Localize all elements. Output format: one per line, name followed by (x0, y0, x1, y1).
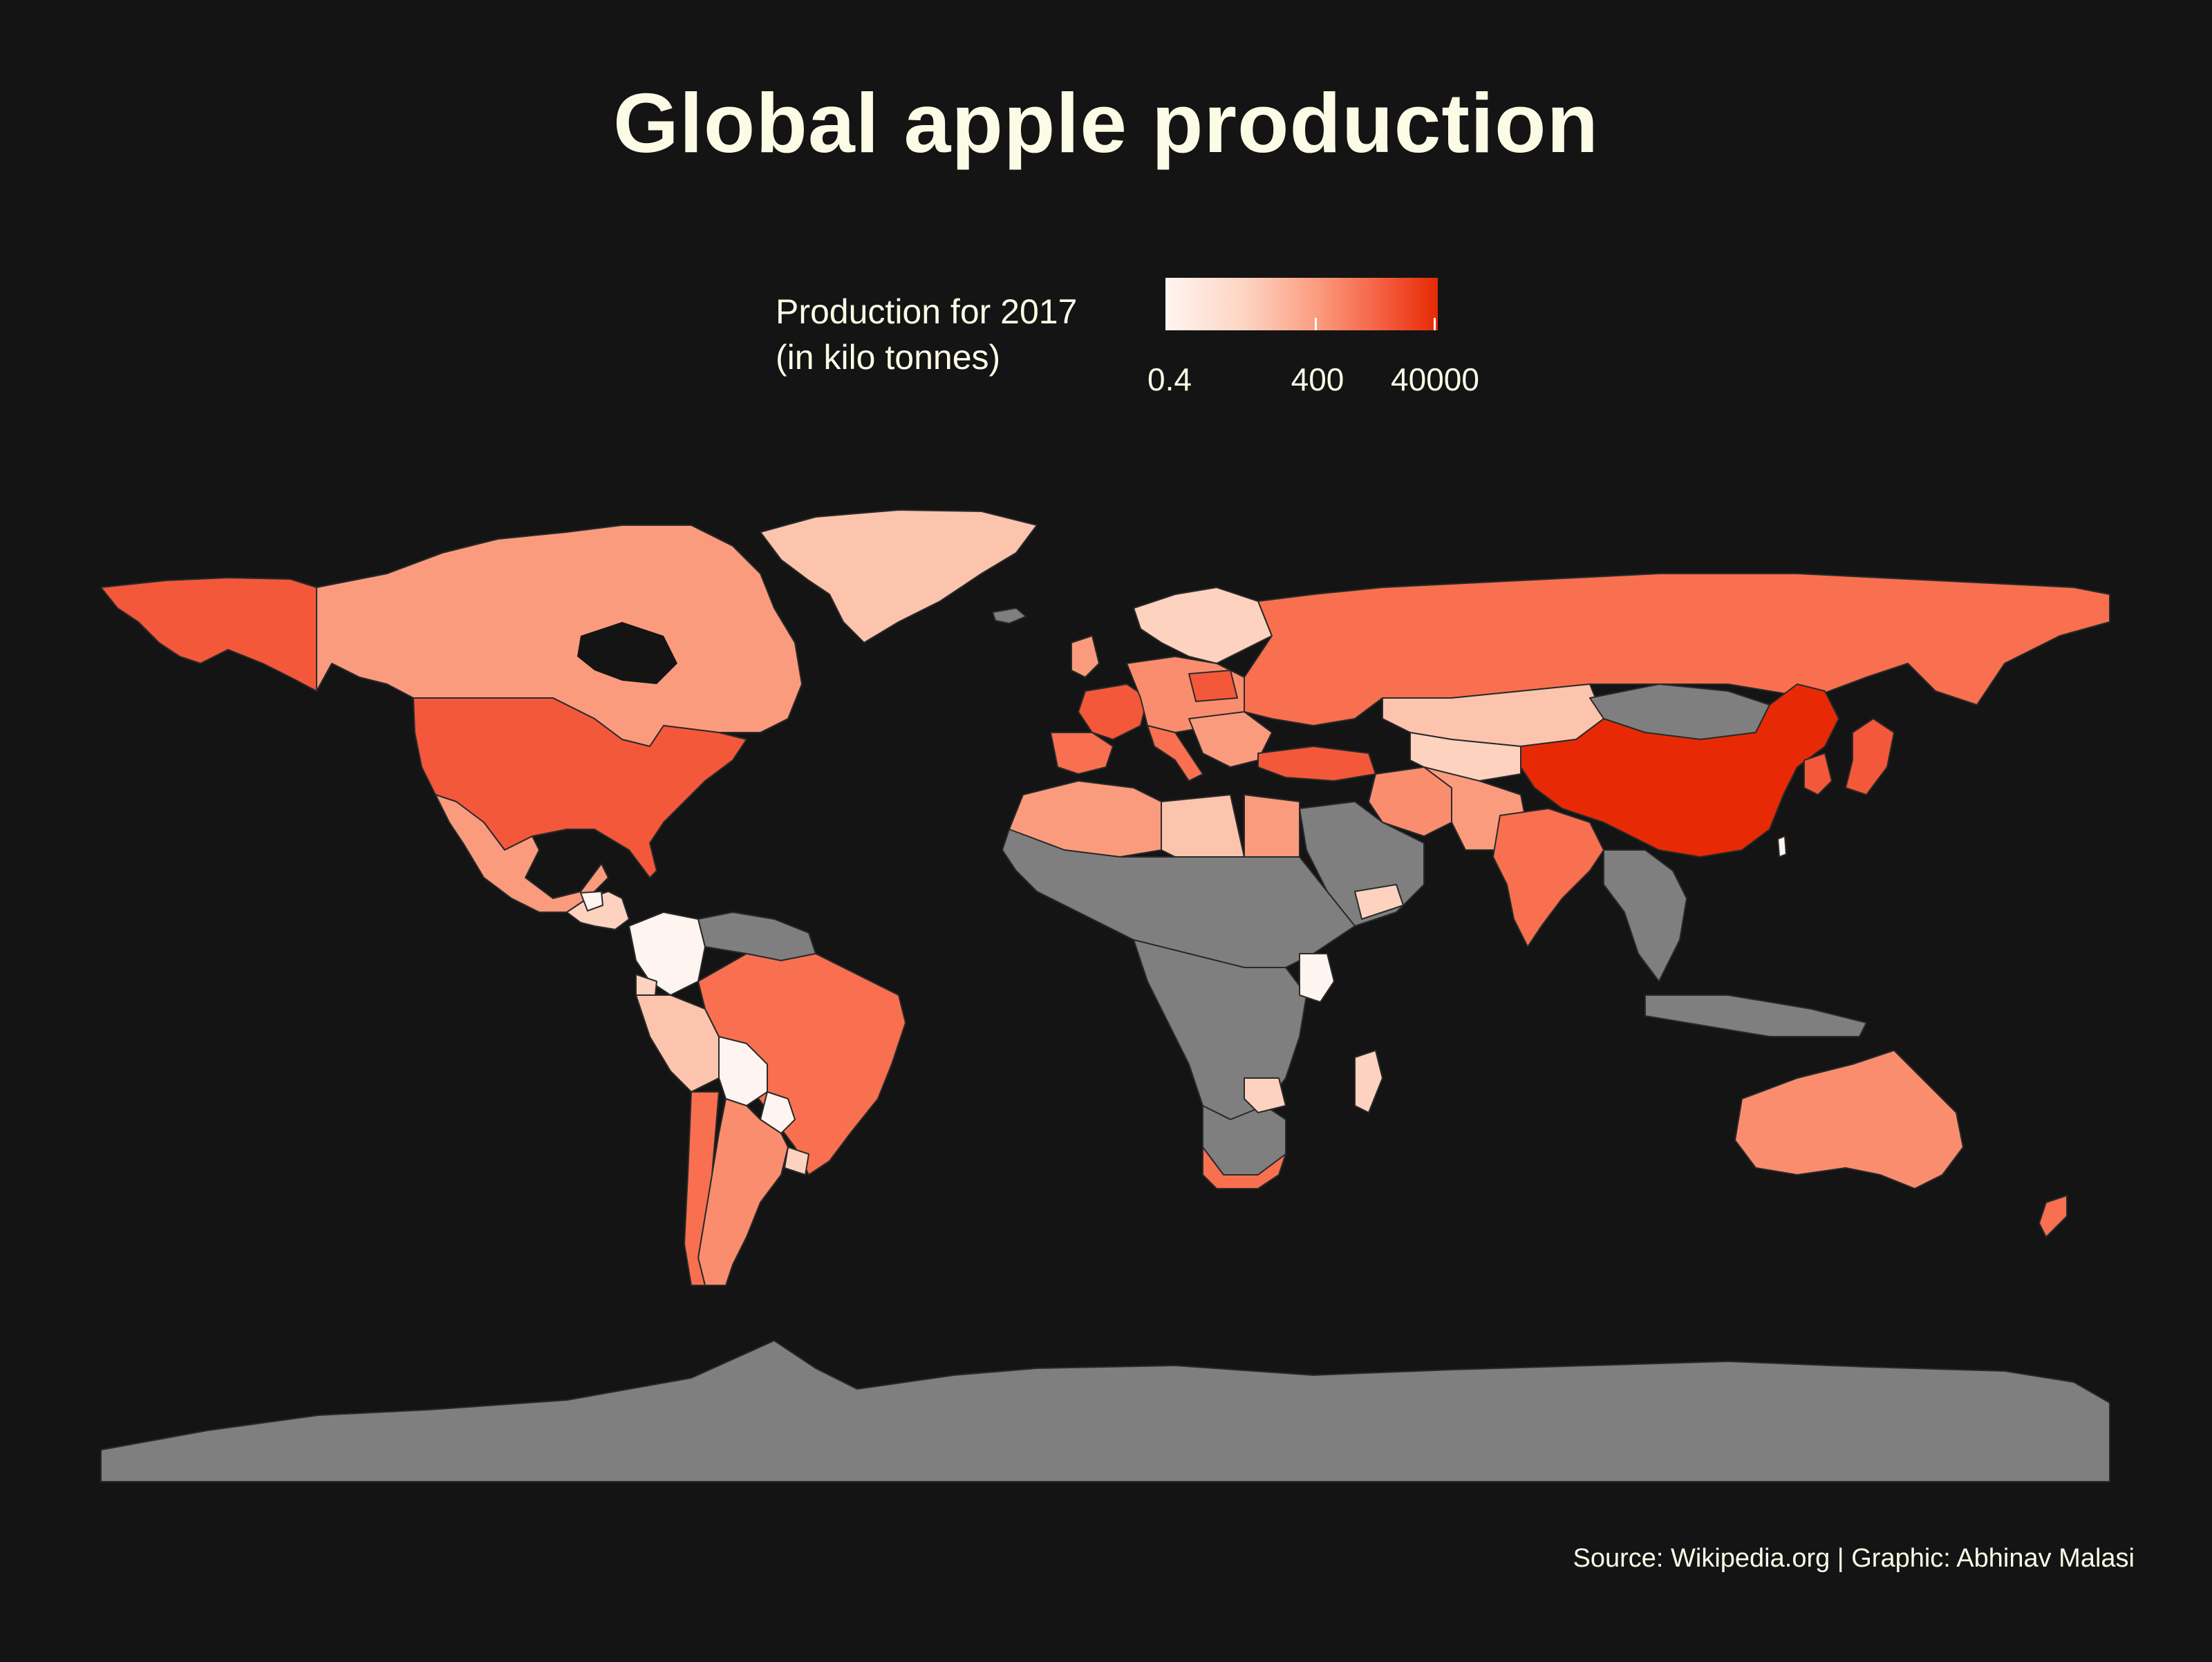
legend-tick-mark (1434, 318, 1436, 330)
region-iceland (992, 607, 1027, 624)
region-uruguay (784, 1146, 809, 1175)
region-japan (1845, 718, 1895, 795)
region-paraguay (760, 1091, 796, 1134)
region-italy (1147, 725, 1203, 782)
region-guatemala (580, 891, 603, 912)
legend-title-line1: Production for 2017 (776, 292, 1078, 331)
legend-title: Production for 2017 (in kilo tonnes) (776, 289, 1077, 380)
region-chile (684, 1091, 720, 1286)
region-zimbabwe (1244, 1077, 1286, 1113)
region-taiwan (1777, 835, 1787, 858)
region-australia (1734, 1050, 1964, 1189)
legend-color-bar (1165, 278, 1438, 330)
legend-title-line2: (in kilo tonnes) (776, 338, 1001, 377)
region-yemen (1354, 884, 1404, 920)
region-scandinavia (1133, 587, 1273, 664)
legend-tick-label-mid: 400 (1291, 361, 1344, 397)
region-bolivia (718, 1036, 768, 1106)
region-kenya (1299, 953, 1335, 1003)
region-france (1078, 683, 1148, 740)
legend-tick-label-high: 40000 (1391, 361, 1479, 397)
region-uk (1071, 635, 1100, 678)
map-title: Global apple production (613, 76, 1599, 170)
region-new-zealand (2038, 1195, 2068, 1238)
region-turkey (1257, 746, 1376, 782)
region-greenland (760, 509, 1038, 643)
region-alaska (100, 577, 317, 692)
region-china (1520, 683, 1839, 858)
region-spain-portugal (1050, 732, 1114, 775)
region-poland (1188, 670, 1238, 702)
region-egypt (1244, 794, 1300, 858)
region-venezuela (697, 912, 816, 961)
region-mexico (435, 794, 609, 913)
region-south-africa (1202, 1146, 1286, 1189)
region-russia (1244, 573, 2110, 726)
region-india (1492, 808, 1604, 947)
legend-tick-mark (1315, 318, 1317, 330)
region-central-asia (1409, 732, 1521, 782)
region-libya (1161, 794, 1245, 858)
region-canada (316, 525, 803, 747)
water-hudson-bay (577, 622, 677, 684)
legend-tick-label-low: 0.4 (1147, 361, 1192, 397)
region-korea (1803, 753, 1833, 795)
region-indonesia (1644, 994, 1867, 1037)
region-antarctica (100, 1340, 2110, 1482)
source-credit: Source: Wikipedia.org | Graphic: Abhinav… (1573, 1544, 2135, 1573)
region-southeast-asia (1603, 849, 1687, 982)
region-madagascar (1354, 1050, 1383, 1113)
